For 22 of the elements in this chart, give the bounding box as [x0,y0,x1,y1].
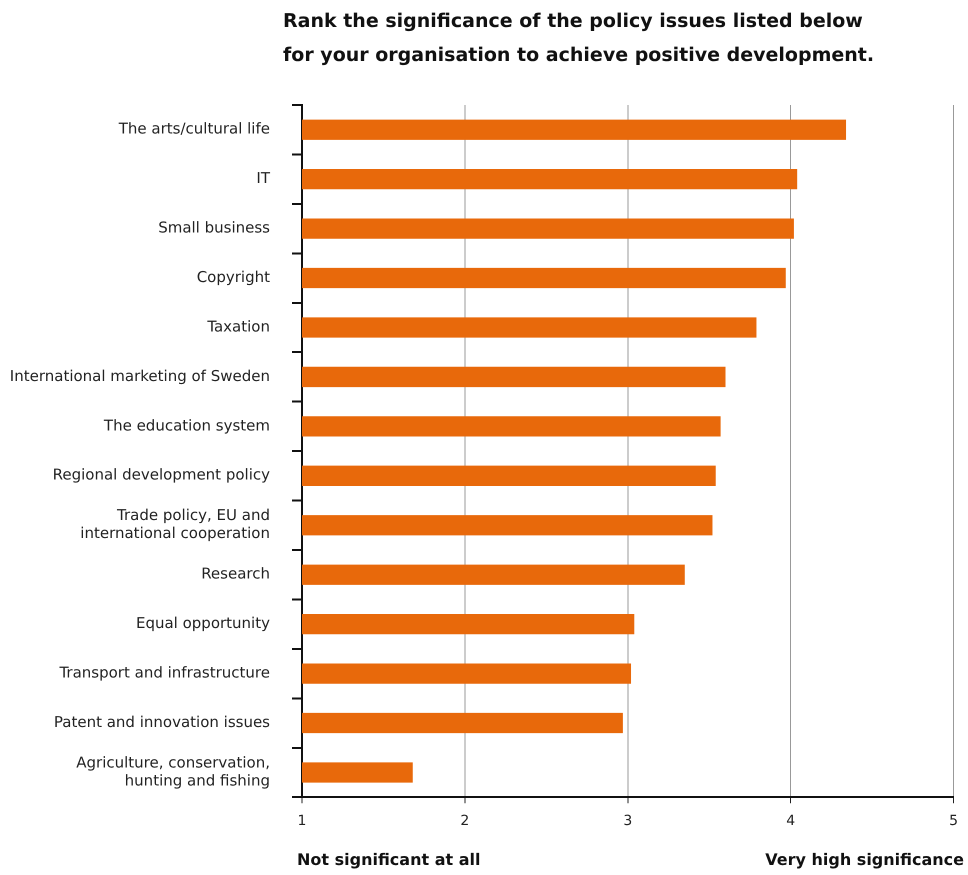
y-tick-label: Copyright [196,268,270,286]
y-tick-label: Agriculture, conservation, hunting and fishing [76,753,270,790]
y-tick-label: Trade policy, EU and international cooperation [80,506,270,542]
text: Very high significance [765,850,964,869]
chart-title: Rank the significance of the policy issues listed below for your organisation to achieve positive development. [283,9,876,68]
y-tick-label: Regional development policy [52,466,270,484]
text: Not significant at all [297,850,480,869]
y-tick-label: Transport and infrastructure [58,663,270,682]
x-tick-label: 3 [623,813,632,830]
y-tick-label: Equal opportunity [136,614,270,632]
x-tick-label: 1 [298,813,306,830]
x-tick-label: 5 [949,813,958,830]
y-tick-label: International marketing of Sweden [10,366,270,385]
y-tick-label: Taxation [206,317,270,336]
y-tick-label: The arts/cultural life [118,120,270,138]
y-tick-label: Small business [158,218,270,236]
y-tick-label: Patent and innovation issues [54,712,270,731]
y-tick-label: The education system [102,416,270,434]
x-tick-label: 2 [460,813,470,830]
x-tick-label: 4 [786,813,796,830]
y-tick-label: Research [201,564,270,583]
y-tick-label: IT [256,169,271,188]
